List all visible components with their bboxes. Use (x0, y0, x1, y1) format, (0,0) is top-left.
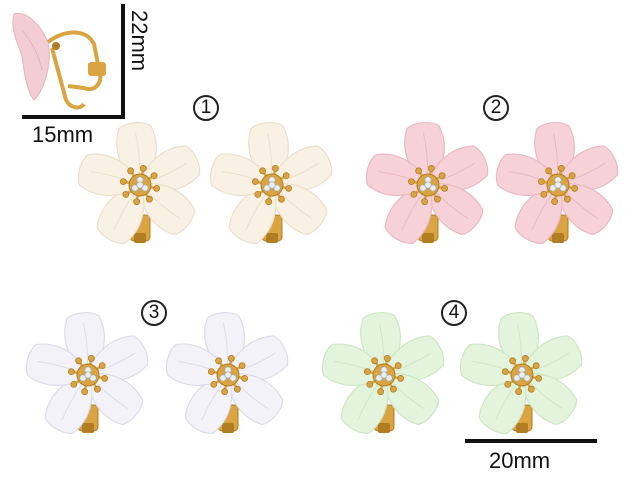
variant-1-number: 1 (193, 95, 219, 121)
petal (340, 374, 389, 434)
petal (228, 184, 277, 244)
scale-bar (465, 439, 597, 443)
width-dimension-line (22, 115, 125, 119)
width-label: 15mm (32, 122, 94, 147)
earring-flower (459, 312, 583, 434)
earring-flower (321, 312, 445, 434)
side-view-earring-image (12, 12, 106, 110)
petal (384, 184, 433, 244)
earring-flower (495, 122, 619, 244)
petal (96, 184, 145, 244)
earring-flower (25, 312, 149, 434)
petal (44, 374, 93, 434)
earring-flower (165, 312, 289, 434)
variant-2-number: 2 (483, 95, 509, 121)
petal (514, 184, 563, 244)
variant-3-number: 3 (141, 300, 167, 326)
variant-4-number: 4 (441, 300, 467, 326)
earring-flower (365, 122, 489, 244)
height-dimension-line (121, 4, 125, 118)
earring-flower (77, 122, 201, 244)
side-view-thumbnail (8, 0, 148, 130)
petal (184, 374, 233, 434)
scale-label: 20mm (489, 448, 551, 473)
earring-flower (209, 122, 333, 244)
petal (478, 374, 527, 434)
